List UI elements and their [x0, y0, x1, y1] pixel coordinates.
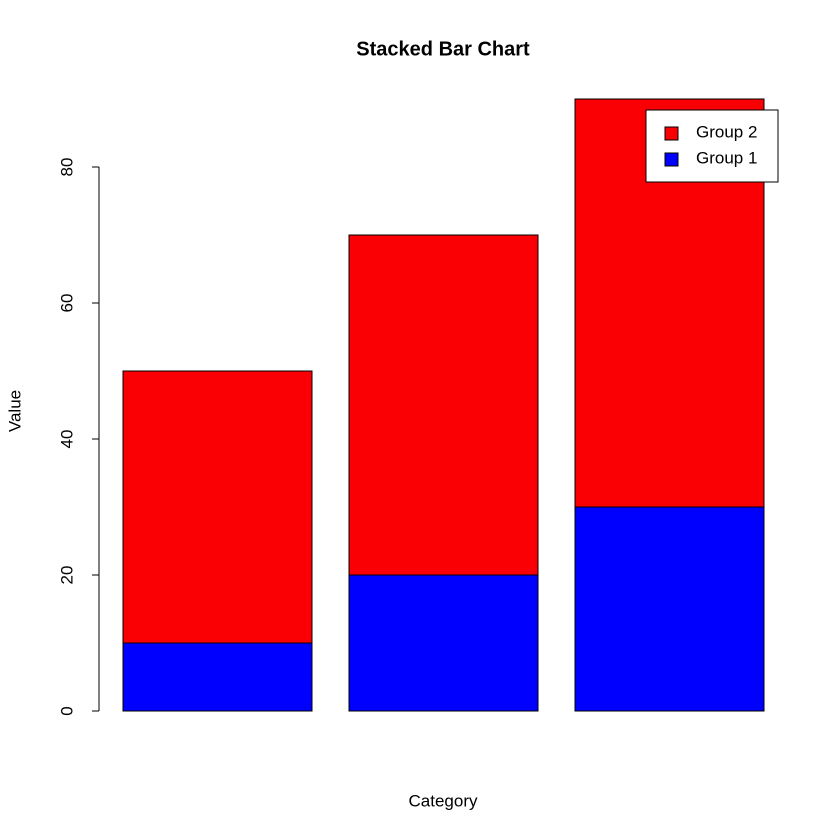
y-tick-label: 20: [57, 566, 76, 585]
legend-label: Group 1: [696, 148, 757, 167]
bar-segment: [348, 574, 539, 712]
y-tick-label: 40: [57, 430, 76, 449]
y-axis-label: Value: [5, 390, 24, 432]
bar-segment: [122, 370, 313, 644]
legend-swatch: [664, 126, 679, 141]
y-tick-label: 60: [57, 294, 76, 313]
chart-title: Stacked Bar Chart: [356, 38, 530, 60]
x-axis-label: Category: [409, 791, 478, 810]
legend-label: Group 2: [696, 122, 757, 141]
legend-swatch: [664, 152, 679, 167]
legend-box: [645, 109, 779, 183]
y-tick-label: 0: [57, 706, 76, 715]
y-tick-label: 80: [57, 158, 76, 177]
bar-segment: [122, 642, 313, 712]
bar-segment: [574, 506, 765, 712]
bar-segment: [348, 234, 539, 576]
